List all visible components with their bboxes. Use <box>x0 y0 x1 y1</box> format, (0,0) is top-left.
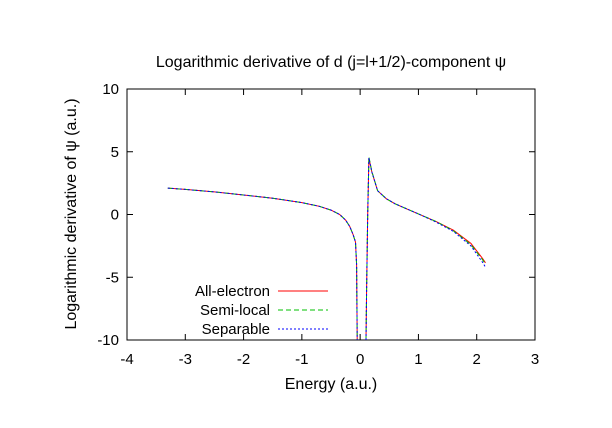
legend: All-electron Semi-local Separable <box>195 283 328 338</box>
x-tick-label: -3 <box>179 351 192 368</box>
series-line-semi-local <box>365 156 486 341</box>
x-tick-label: 1 <box>414 351 422 368</box>
legend-label-all-electron: All-electron <box>195 283 270 300</box>
x-tick-label: 3 <box>531 351 539 368</box>
plot-area <box>126 88 536 341</box>
y-tick-label: 5 <box>111 144 119 161</box>
x-tick-label: -2 <box>237 351 250 368</box>
series-line-separable <box>167 187 358 341</box>
x-tick-label: 2 <box>473 351 481 368</box>
x-tick-label: -4 <box>120 351 133 368</box>
legend-label-separable: Separable <box>202 321 270 338</box>
x-tick-label: 0 <box>356 351 364 368</box>
y-axis-label: Logarithmic derivative of ψ (a.u.) <box>63 98 80 329</box>
y-tick-label: -5 <box>106 269 119 286</box>
y-tick-label: 0 <box>111 207 119 224</box>
chart-title: Logarithmic derivative of d (j=l+1/2)-co… <box>156 54 506 71</box>
y-tick-label: 10 <box>102 81 119 98</box>
y-tick-label: -10 <box>97 332 119 349</box>
x-axis-label: Energy (a.u.) <box>285 376 377 393</box>
x-tick-label: -1 <box>295 351 308 368</box>
plot-border <box>126 88 536 341</box>
legend-label-semi-local: Semi-local <box>200 302 270 319</box>
series-line-all-electron <box>365 157 486 341</box>
series-lines <box>167 156 486 341</box>
series-line-separable <box>365 157 486 341</box>
